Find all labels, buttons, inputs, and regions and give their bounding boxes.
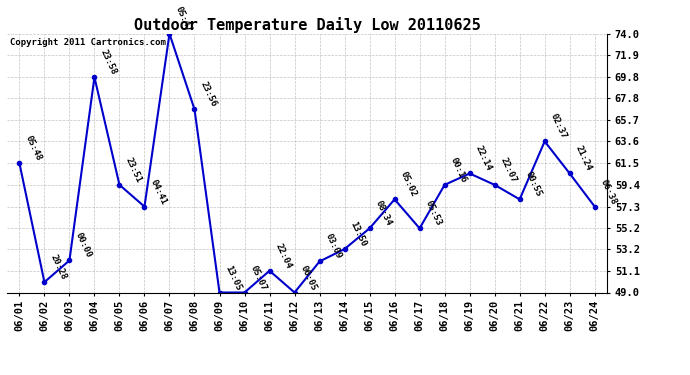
Title: Outdoor Temperature Daily Low 20110625: Outdoor Temperature Daily Low 20110625 xyxy=(134,16,480,33)
Text: 03:09: 03:09 xyxy=(324,232,343,261)
Text: 00:16: 00:16 xyxy=(448,156,469,184)
Text: 23:51: 23:51 xyxy=(124,156,143,184)
Text: 23:56: 23:56 xyxy=(199,80,218,108)
Text: 00:00: 00:00 xyxy=(74,231,93,260)
Text: 21:24: 21:24 xyxy=(574,144,593,173)
Text: 05:07: 05:07 xyxy=(248,264,268,292)
Text: 06:38: 06:38 xyxy=(599,178,618,206)
Text: 20:28: 20:28 xyxy=(48,253,68,281)
Text: 23:58: 23:58 xyxy=(99,48,118,76)
Text: 22:07: 22:07 xyxy=(499,156,518,184)
Text: 04:41: 04:41 xyxy=(148,178,168,206)
Text: 05:47: 05:47 xyxy=(174,5,193,33)
Text: 02:37: 02:37 xyxy=(549,112,569,141)
Text: Copyright 2011 Cartronics.com: Copyright 2011 Cartronics.com xyxy=(10,38,166,46)
Text: 22:04: 22:04 xyxy=(274,242,293,270)
Text: 05:02: 05:02 xyxy=(399,170,418,199)
Text: 13:05: 13:05 xyxy=(224,264,243,292)
Text: 13:50: 13:50 xyxy=(348,220,368,248)
Text: 00:55: 00:55 xyxy=(524,170,543,199)
Text: 22:14: 22:14 xyxy=(474,144,493,173)
Text: 08:34: 08:34 xyxy=(374,200,393,228)
Text: 05:48: 05:48 xyxy=(23,134,43,162)
Text: 05:53: 05:53 xyxy=(424,200,443,228)
Text: 06:05: 06:05 xyxy=(299,264,318,292)
